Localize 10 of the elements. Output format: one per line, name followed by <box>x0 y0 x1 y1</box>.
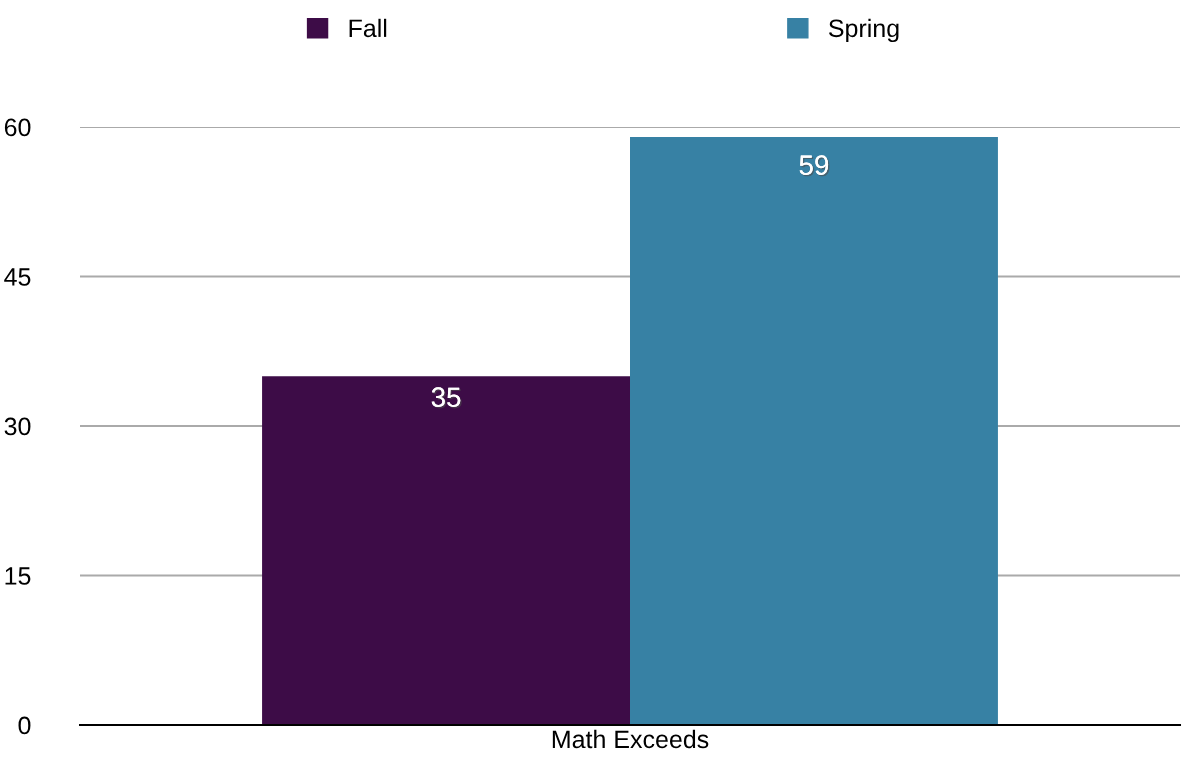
y-tick-label: 60 <box>4 118 31 137</box>
data-label: 59 <box>799 155 830 177</box>
legend-label: Spring <box>828 18 899 43</box>
y-tick-label: 30 <box>4 417 31 436</box>
y-tick-label: 45 <box>4 268 31 286</box>
y-tick-label: 0 <box>18 716 31 735</box>
data-label: 35 <box>431 387 462 409</box>
y-tick-label: 15 <box>5 567 31 585</box>
legend-label: Fall <box>349 18 387 38</box>
x-tick-label: Math Exceeds <box>552 729 709 749</box>
